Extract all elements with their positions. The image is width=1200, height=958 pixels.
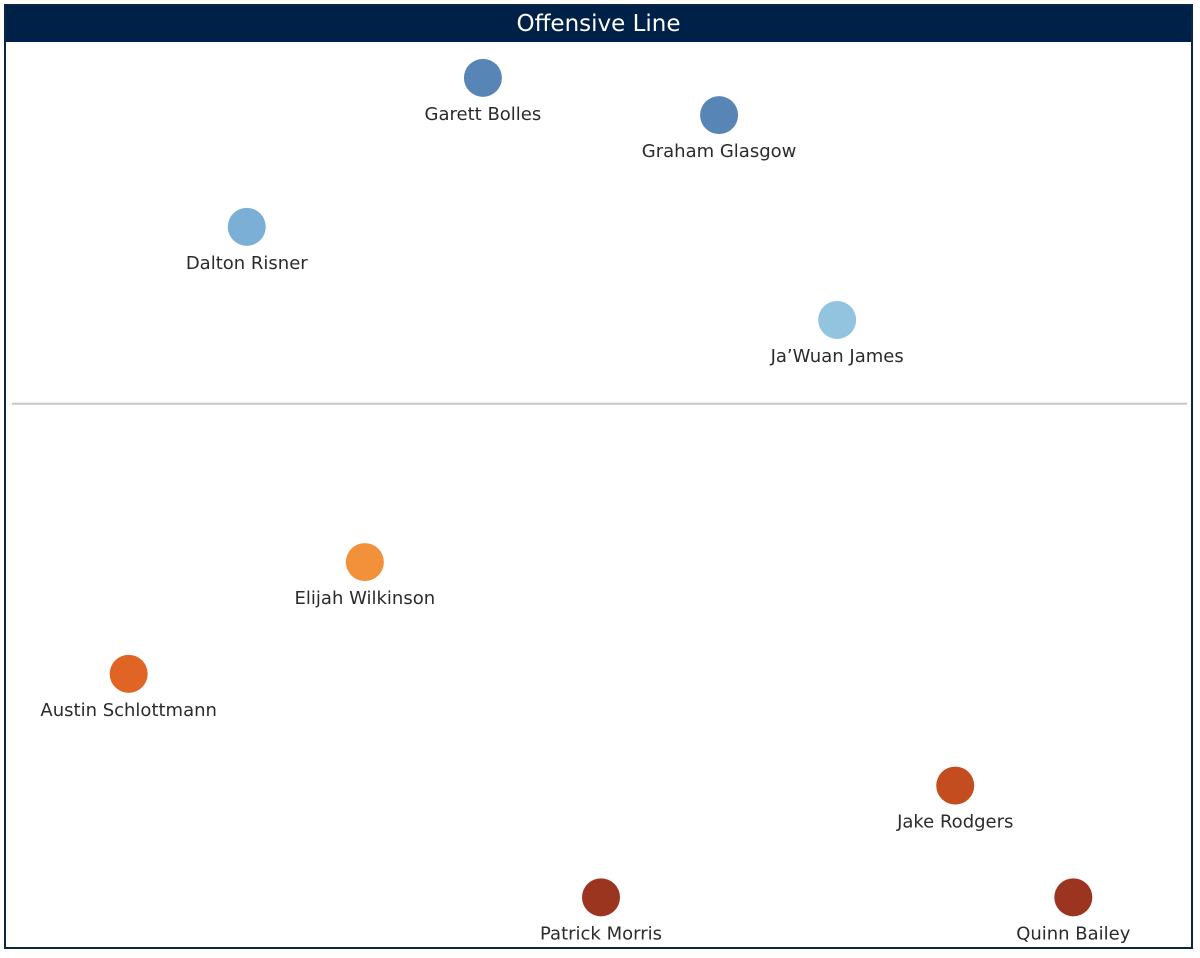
- data-point[interactable]: Garett Bolles: [425, 58, 542, 125]
- data-point[interactable]: Quinn Bailey: [1016, 878, 1131, 944]
- point-marker[interactable]: [936, 766, 975, 805]
- point-marker[interactable]: [818, 300, 857, 339]
- point-label: Elijah Wilkinson: [295, 588, 436, 609]
- point-label: Graham Glasgow: [642, 141, 797, 162]
- data-point[interactable]: Austin Schlottmann: [40, 654, 217, 721]
- point-marker[interactable]: [1054, 878, 1093, 917]
- point-label: Ja’Wuan James: [770, 346, 904, 367]
- scatter-plot: Garett Bolles Graham Glasgow Dalton Risner…: [12, 58, 1187, 944]
- point-marker[interactable]: [582, 878, 620, 917]
- data-point[interactable]: Ja’Wuan James: [770, 300, 904, 367]
- data-point[interactable]: Jake Rodgers: [896, 766, 1013, 833]
- data-point[interactable]: Dalton Risner: [186, 207, 308, 274]
- data-point[interactable]: Graham Glasgow: [642, 96, 797, 162]
- point-label: Jake Rodgers: [896, 812, 1013, 833]
- point-marker[interactable]: [463, 58, 502, 97]
- chart-frame: Offensive Line Garett Bolles Graham Glasg…: [4, 4, 1193, 949]
- data-point[interactable]: Elijah Wilkinson: [295, 543, 436, 609]
- point-marker[interactable]: [700, 96, 739, 135]
- point-marker[interactable]: [345, 543, 384, 582]
- point-label: Patrick Morris: [540, 923, 662, 944]
- point-label: Austin Schlottmann: [40, 700, 217, 721]
- data-point[interactable]: Patrick Morris: [540, 878, 662, 944]
- point-label: Dalton Risner: [186, 253, 308, 274]
- point-label: Garett Bolles: [425, 104, 542, 125]
- point-label: Quinn Bailey: [1016, 923, 1131, 944]
- point-marker[interactable]: [227, 207, 266, 246]
- point-marker[interactable]: [109, 654, 148, 693]
- chart-title: Offensive Line: [6, 6, 1191, 42]
